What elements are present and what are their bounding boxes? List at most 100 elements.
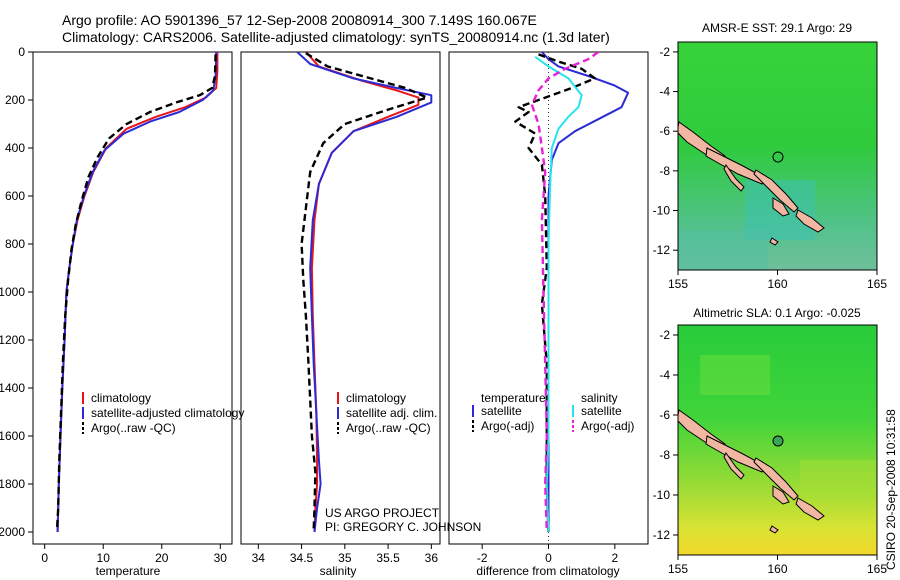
sla-map — [678, 325, 877, 555]
y-tick-label: -10 — [653, 204, 671, 218]
y-tick-label: -6 — [659, 124, 670, 138]
series-line-difference-2 — [534, 55, 583, 533]
sla-light-patch — [800, 460, 877, 500]
island-outline — [795, 497, 825, 521]
y-tick-label: 600 — [5, 189, 25, 203]
side-credit: CSIRO 20-Sep-2008 10:31:58 — [884, 409, 898, 570]
y-tick-label: -10 — [653, 488, 671, 502]
salinity-panel-frame — [240, 51, 441, 545]
project-credit: US ARGO PROJECT — [325, 506, 440, 520]
sst-map — [678, 42, 877, 270]
island-outline — [769, 525, 779, 534]
sst-cool-patch — [678, 230, 768, 270]
legend-label-sal-argo: Argo(-adj) — [581, 419, 634, 433]
x-tick-label: 34.5 — [290, 551, 314, 565]
y-tick-label: -2 — [659, 328, 670, 342]
x-tick-label: 165 — [867, 277, 887, 291]
y-tick-label: 800 — [5, 237, 25, 251]
y-tick-label: 1600 — [0, 429, 25, 443]
legend-label-climatology: climatology — [346, 391, 406, 405]
y-tick-label: 2000 — [0, 525, 25, 539]
island-outline — [795, 209, 825, 233]
series-line-temperature-2 — [55, 54, 217, 530]
temperature-legend: climatology satellite-adjusted climatolo… — [82, 391, 244, 435]
series-line-salinity-1 — [296, 52, 433, 533]
x-tick-label: -2 — [477, 551, 488, 565]
x-tick-label: 0 — [41, 551, 48, 565]
x-tick-label: 34 — [252, 551, 266, 565]
island-outline — [772, 197, 790, 217]
series-line-salinity-2 — [300, 52, 429, 530]
y-tick-label: -4 — [659, 85, 670, 99]
y-tick-label: 1000 — [0, 285, 25, 299]
legend-label-sal-satellite: satellite — [581, 404, 622, 418]
sst-map-frame — [677, 41, 878, 271]
y-tick-label: 1200 — [0, 333, 25, 347]
x-tick-label: 10 — [97, 551, 111, 565]
series-line-difference-0 — [541, 52, 630, 532]
island-outline — [723, 164, 745, 192]
x-tick-label: 30 — [214, 551, 228, 565]
difference-curves — [514, 52, 630, 533]
salinity-xlabel: salinity — [320, 564, 357, 578]
pi-credit: PI: GREGORY C. JOHNSON — [325, 520, 481, 534]
y-tick-label: -12 — [653, 243, 671, 257]
y-tick-label: -8 — [659, 164, 670, 178]
x-tick-label: 160 — [767, 277, 787, 291]
figure-title-line1: Argo profile: AO 5901396_57 12-Sep-2008 … — [62, 12, 537, 28]
x-tick-label: 155 — [668, 562, 688, 576]
legend-label-satellite-adj: satellite adj. clim. — [346, 406, 437, 420]
x-tick-label: 155 — [668, 277, 688, 291]
y-tick-label: -12 — [653, 528, 671, 542]
y-tick-label: -8 — [659, 448, 670, 462]
y-tick-label: -6 — [659, 408, 670, 422]
x-tick-label: 20 — [155, 551, 169, 565]
island-outline — [723, 452, 745, 480]
series-line-difference-3 — [530, 52, 600, 533]
y-tick-label: -2 — [659, 45, 670, 59]
y-tick-label: 0 — [18, 45, 25, 59]
axis-ticks: 0 10 20 30020040060080010001200140016001800… — [0, 45, 887, 576]
y-tick-label: 200 — [5, 93, 25, 107]
x-tick-label: 0 — [545, 551, 552, 565]
y-tick-label: -4 — [659, 368, 670, 382]
temperature-curves — [55, 52, 219, 533]
temperature-panel-frame — [32, 51, 233, 545]
legend-title-temperature: temperature — [481, 391, 546, 405]
x-tick-label: 2 — [611, 551, 618, 565]
difference-legend: temperature satellite Argo(-adj) salinit… — [472, 391, 634, 433]
sla-light-patch — [700, 355, 770, 395]
island-outline — [753, 169, 799, 213]
sla-map-frame — [677, 324, 878, 556]
temperature-xlabel: temperature — [96, 564, 161, 578]
x-tick-label: 35.5 — [376, 551, 400, 565]
legend-label-temp-argo: Argo(-adj) — [481, 419, 534, 433]
x-tick-label: 160 — [767, 562, 787, 576]
salinity-curves — [296, 52, 433, 533]
y-tick-label: 1400 — [0, 381, 25, 395]
legend-label-argo: Argo(..raw -QC) — [346, 421, 431, 435]
series-line-temperature-0 — [56, 52, 219, 533]
legend-label-climatology: climatology — [91, 391, 151, 405]
island-outline — [772, 485, 790, 505]
island-outline — [753, 457, 799, 501]
salinity-legend: climatology satellite adj. clim. Argo(..… — [337, 391, 437, 435]
argo-float-marker — [772, 151, 784, 163]
y-tick-label: 1800 — [0, 477, 25, 491]
legend-label-temp-satellite: satellite — [481, 404, 522, 418]
island-outline — [769, 237, 779, 246]
legend-label-argo: Argo(..raw -QC) — [91, 421, 176, 435]
series-line-difference-1 — [514, 53, 597, 533]
series-line-salinity-0 — [305, 52, 420, 533]
x-tick-label: 35 — [338, 551, 352, 565]
difference-xlabel: difference from climatology — [476, 564, 619, 578]
sst-map-title: AMSR-E SST: 29.1 Argo: 29 — [702, 21, 852, 35]
island-outline — [705, 435, 766, 473]
figure-title-line2: Climatology: CARS2006. Satellite-adjuste… — [62, 29, 610, 45]
legend-title-salinity: salinity — [581, 391, 618, 405]
sla-map-title: Altimetric SLA: 0.1 Argo: -0.025 — [693, 306, 861, 320]
x-tick-label: 165 — [867, 562, 887, 576]
y-tick-label: 400 — [5, 141, 25, 155]
legend-label-satellite-adjusted: satellite-adjusted climatology — [91, 406, 244, 420]
